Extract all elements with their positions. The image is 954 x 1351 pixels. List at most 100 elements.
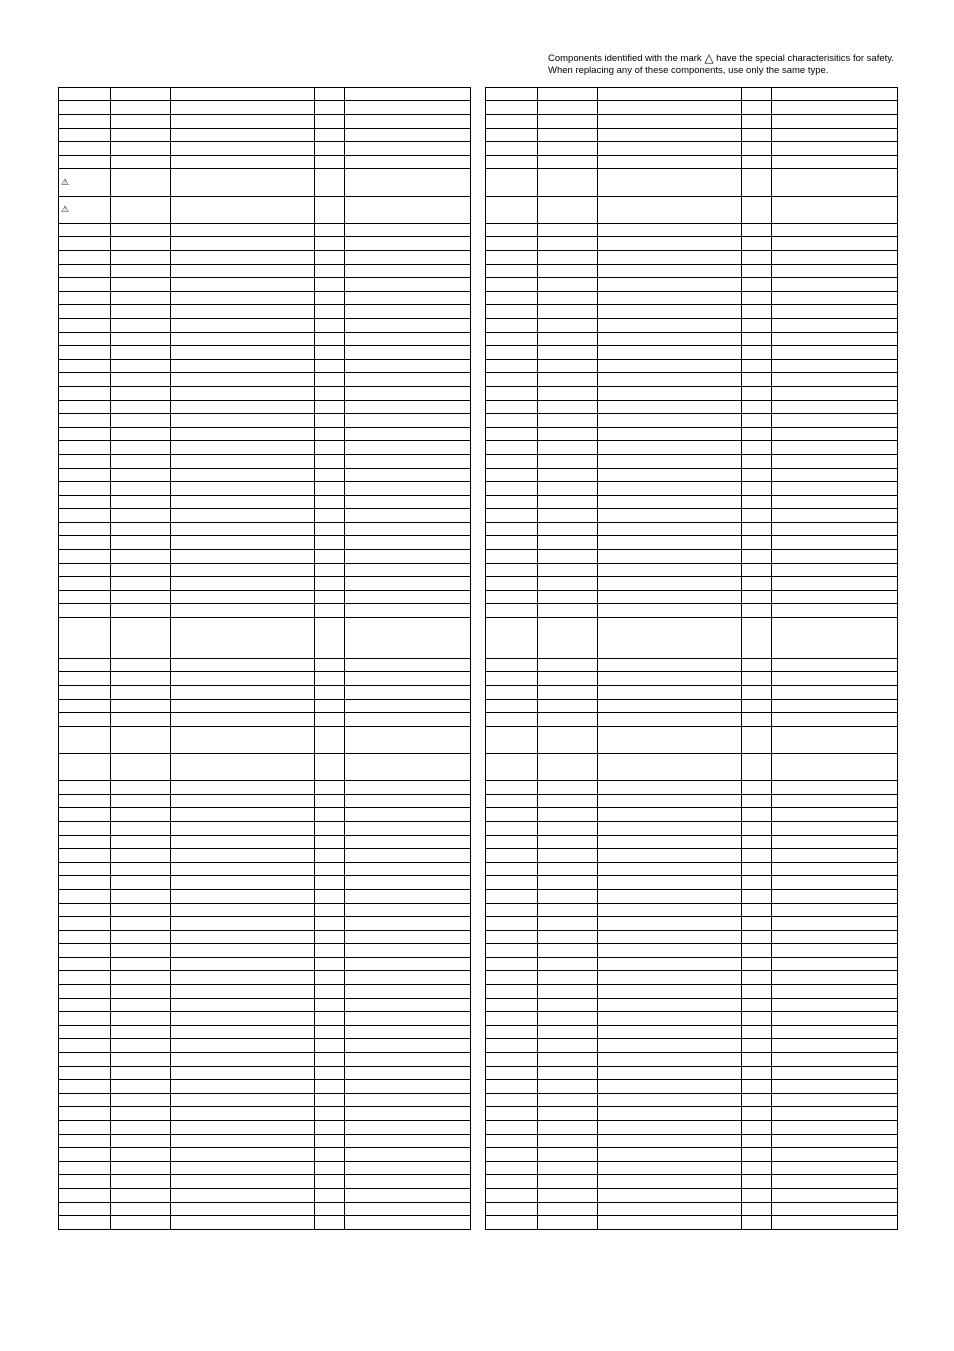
table-cell [486, 944, 538, 958]
table-cell [315, 672, 345, 686]
table-cell [59, 441, 111, 455]
table-cell [171, 1202, 315, 1216]
table-cell [598, 794, 742, 808]
table-cell [345, 1134, 471, 1148]
table-cell [345, 794, 471, 808]
table-row [486, 713, 898, 727]
table-cell [111, 414, 171, 428]
table-cell [171, 699, 315, 713]
table-cell [345, 1025, 471, 1039]
table-cell [345, 346, 471, 360]
table-row [486, 223, 898, 237]
table-cell [59, 835, 111, 849]
table-cell [345, 101, 471, 115]
table-cell [111, 332, 171, 346]
table-cell [598, 944, 742, 958]
table-cell [315, 373, 345, 387]
table-cell [772, 672, 898, 686]
table-cell [598, 291, 742, 305]
table-cell [742, 536, 772, 550]
table-cell [772, 618, 898, 659]
table-cell [598, 346, 742, 360]
table-cell [315, 699, 345, 713]
table-cell [171, 713, 315, 727]
table-cell [315, 454, 345, 468]
table-cell [486, 196, 538, 223]
table-cell [315, 862, 345, 876]
table-cell [59, 753, 111, 780]
table-row [486, 985, 898, 999]
table-row [486, 1216, 898, 1230]
table-cell [772, 1025, 898, 1039]
table-cell [486, 550, 538, 564]
table-cell [171, 522, 315, 536]
table-cell [742, 903, 772, 917]
table-row [59, 944, 471, 958]
table-cell [538, 454, 598, 468]
table-cell [59, 658, 111, 672]
table-cell [171, 590, 315, 604]
table-row [486, 142, 898, 156]
table-cell [59, 1039, 111, 1053]
table-cell [111, 454, 171, 468]
table-cell [538, 318, 598, 332]
table-cell [486, 753, 538, 780]
table-cell [772, 835, 898, 849]
table-cell [171, 1216, 315, 1230]
table-cell [538, 726, 598, 753]
table-cell [742, 115, 772, 129]
table-cell [111, 808, 171, 822]
table-cell [486, 142, 538, 156]
table-cell [742, 1202, 772, 1216]
table-cell [538, 468, 598, 482]
table-cell [171, 318, 315, 332]
table-cell [171, 1134, 315, 1148]
table-cell [772, 196, 898, 223]
safety-note-line1-pre: Components identified with the mark [548, 53, 704, 64]
table-cell [59, 142, 111, 156]
table-cell [111, 794, 171, 808]
table-cell [59, 346, 111, 360]
table-cell [486, 917, 538, 931]
table-cell [538, 590, 598, 604]
table-row [59, 142, 471, 156]
table-row [486, 318, 898, 332]
table-cell [486, 563, 538, 577]
table-cell [538, 115, 598, 129]
table-row [59, 427, 471, 441]
table-cell [315, 237, 345, 251]
table-row [59, 563, 471, 577]
table-cell [486, 604, 538, 618]
table-cell [742, 930, 772, 944]
table-cell [111, 590, 171, 604]
table-cell [59, 223, 111, 237]
table-cell [598, 550, 742, 564]
table-cell [772, 876, 898, 890]
table-cell [598, 482, 742, 496]
table-cell [59, 590, 111, 604]
table-row [59, 1053, 471, 1067]
table-cell [315, 1175, 345, 1189]
table-cell [742, 590, 772, 604]
table-cell [772, 849, 898, 863]
table-cell [538, 550, 598, 564]
table-cell [111, 672, 171, 686]
table-cell [315, 794, 345, 808]
table-cell [598, 1175, 742, 1189]
table-cell [171, 903, 315, 917]
table-cell [486, 522, 538, 536]
table-cell [171, 482, 315, 496]
table-cell [345, 971, 471, 985]
table-cell [59, 957, 111, 971]
table-cell [315, 223, 345, 237]
table-row [59, 971, 471, 985]
table-cell [111, 577, 171, 591]
table-cell [772, 115, 898, 129]
table-cell [772, 563, 898, 577]
table-row [486, 155, 898, 169]
table-cell [111, 686, 171, 700]
table-cell [772, 1161, 898, 1175]
table-cell [111, 318, 171, 332]
table-cell [345, 414, 471, 428]
table-cell [598, 903, 742, 917]
